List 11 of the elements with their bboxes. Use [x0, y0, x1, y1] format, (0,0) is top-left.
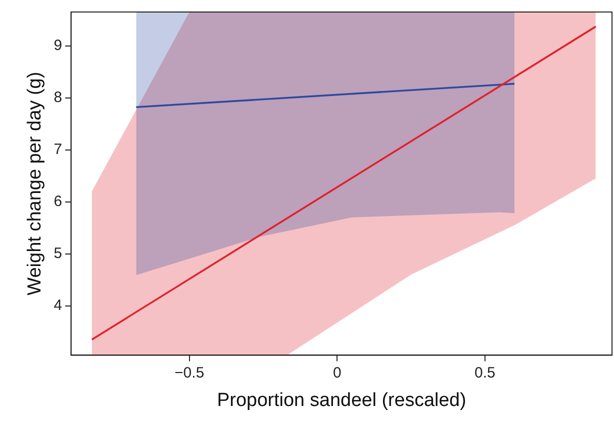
y-tick-label: 5: [54, 244, 62, 262]
y-axis-title: Weight change per day (g): [24, 72, 46, 296]
x-tick-label: 0.5: [474, 364, 496, 382]
x-axis-title: Proportion sandeel (rescaled): [216, 390, 466, 411]
y-tick-label: 7: [54, 140, 62, 158]
y-tick-label: 9: [54, 36, 62, 54]
y-tick-label: 4: [54, 296, 62, 314]
y-tick-label: 6: [54, 192, 62, 210]
x-tick-label: 0: [332, 364, 342, 382]
y-tick-label: 8: [54, 88, 62, 106]
x-tick-label: −0.5: [174, 364, 204, 382]
